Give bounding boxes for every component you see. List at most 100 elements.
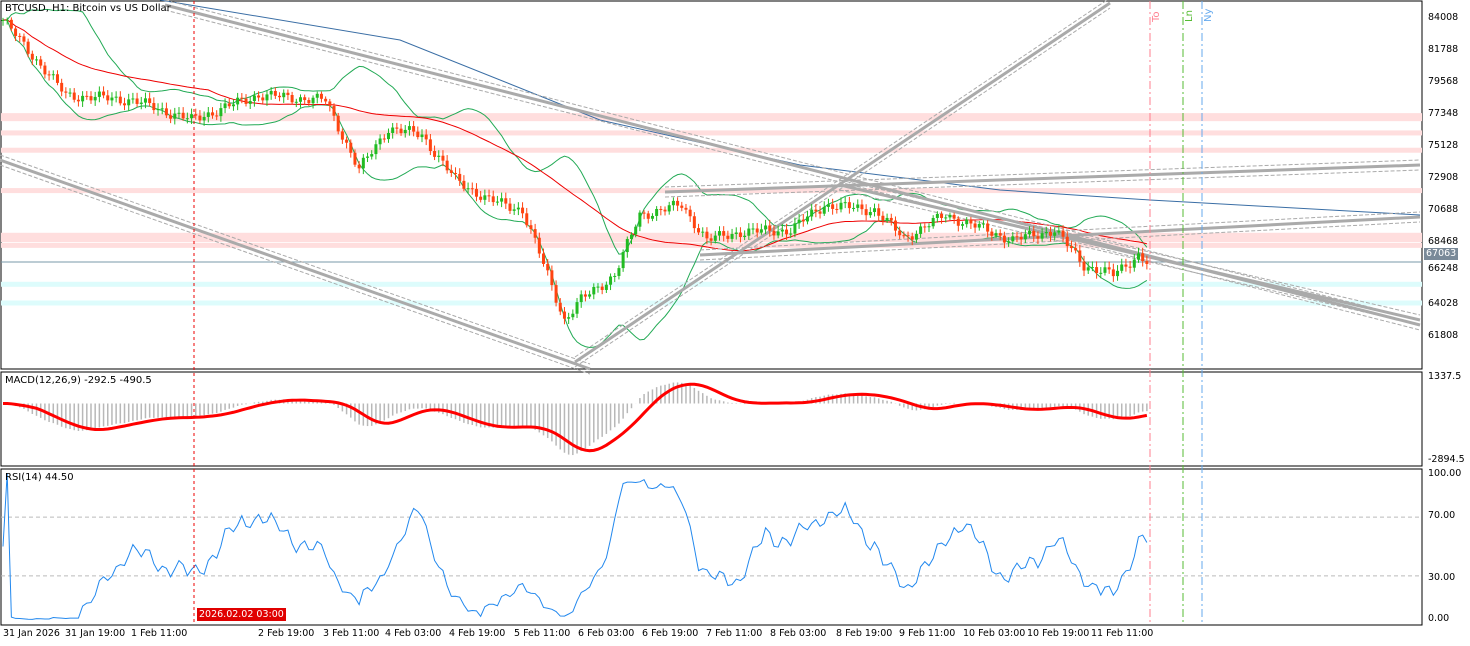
candle-body — [148, 98, 152, 104]
candle-body — [378, 138, 382, 145]
candle-body — [1044, 231, 1048, 234]
candle-body — [1111, 269, 1115, 277]
candle-body — [156, 109, 160, 111]
candle-body — [931, 217, 935, 227]
candle-body — [638, 212, 642, 227]
candle-body — [839, 202, 843, 210]
candle-body — [751, 228, 755, 230]
rsi-axis-0: 0.00 — [1428, 613, 1450, 624]
candle-body — [609, 276, 613, 285]
candle-body — [89, 96, 93, 101]
candle-body — [340, 131, 344, 140]
candle-body — [935, 213, 939, 218]
price-tick: 84008 — [1428, 12, 1459, 23]
candle-body — [445, 160, 449, 171]
candle-body — [801, 219, 805, 222]
candle-body — [110, 97, 114, 101]
candle-body — [818, 211, 822, 214]
candle-body — [131, 98, 135, 100]
candle-body — [1090, 267, 1094, 269]
session-label-to: To — [1151, 11, 1162, 22]
candle-body — [596, 286, 600, 288]
price-tick: 77348 — [1428, 108, 1459, 119]
candle-body — [123, 103, 127, 106]
candle-body — [324, 98, 328, 102]
candle-body — [466, 188, 470, 190]
candle-body — [278, 95, 282, 98]
candle-body — [1053, 232, 1057, 236]
candle-body — [642, 212, 646, 214]
candle-body — [688, 209, 692, 217]
candle-body — [93, 96, 97, 101]
candle-body — [726, 235, 730, 239]
trend-channel — [0, 154, 591, 365]
candle-body — [676, 200, 680, 206]
candle-body — [47, 74, 51, 76]
candle-body — [487, 195, 491, 197]
candle-body — [772, 230, 776, 236]
candle-body — [671, 200, 675, 206]
candle-body — [227, 103, 231, 107]
candle-body — [181, 112, 185, 119]
price-tick: 61808 — [1428, 330, 1459, 341]
candle-body — [106, 95, 110, 101]
candle-body — [822, 206, 826, 214]
candle-body — [160, 108, 164, 110]
candle-body — [797, 219, 801, 224]
candle-body — [701, 231, 705, 233]
candle-body — [873, 208, 877, 212]
candle-body — [1107, 267, 1111, 270]
candle-body — [717, 231, 721, 236]
candle-body — [55, 74, 59, 83]
candle-body — [856, 204, 860, 208]
candle-body — [906, 235, 910, 237]
main-panel — [0, 0, 1423, 370]
support-zone — [1, 300, 1422, 306]
candle-body — [273, 90, 277, 96]
candle-body — [319, 93, 323, 99]
candle-body — [399, 128, 403, 134]
candle-body — [64, 91, 68, 93]
candle-body — [1, 19, 5, 21]
candle-body — [412, 126, 416, 132]
candle-body — [261, 97, 265, 101]
candle-body — [898, 230, 902, 236]
candle-body — [374, 144, 378, 155]
candle-body — [529, 225, 533, 230]
candle-body — [1065, 236, 1069, 247]
candle-body — [613, 275, 617, 277]
candle-body — [1078, 250, 1082, 262]
candle-body — [948, 214, 952, 218]
candle-body — [684, 207, 688, 210]
candle-body — [810, 209, 814, 217]
candle-body — [143, 98, 147, 103]
candle-body — [1074, 248, 1078, 251]
candle-body — [361, 157, 365, 169]
trend-channel — [574, 7, 1111, 368]
candle-body — [416, 131, 420, 138]
candle-body — [1145, 261, 1149, 264]
trend-line — [0, 158, 591, 371]
candle-body — [164, 108, 168, 116]
resistance-zone — [1, 242, 1422, 248]
candle-body — [85, 95, 89, 97]
candle-body — [420, 134, 424, 138]
rsi-label: RSI(14) 44.50 — [5, 472, 74, 483]
candle-body — [692, 216, 696, 229]
candle-body — [994, 233, 998, 236]
candle-body — [215, 115, 219, 117]
candle-body — [1061, 230, 1065, 237]
candle-body — [759, 229, 763, 233]
candle-body — [395, 127, 399, 129]
time-tick: 7 Feb 11:00 — [706, 628, 763, 639]
candle-body — [211, 112, 214, 116]
candle-body — [139, 102, 143, 104]
candle-body — [956, 218, 960, 226]
candle-body — [462, 180, 466, 189]
candle-body — [26, 41, 30, 54]
candle-body — [286, 92, 290, 96]
rsi-panel — [0, 468, 1423, 626]
candle-body — [893, 220, 897, 231]
candle-body — [353, 152, 357, 165]
